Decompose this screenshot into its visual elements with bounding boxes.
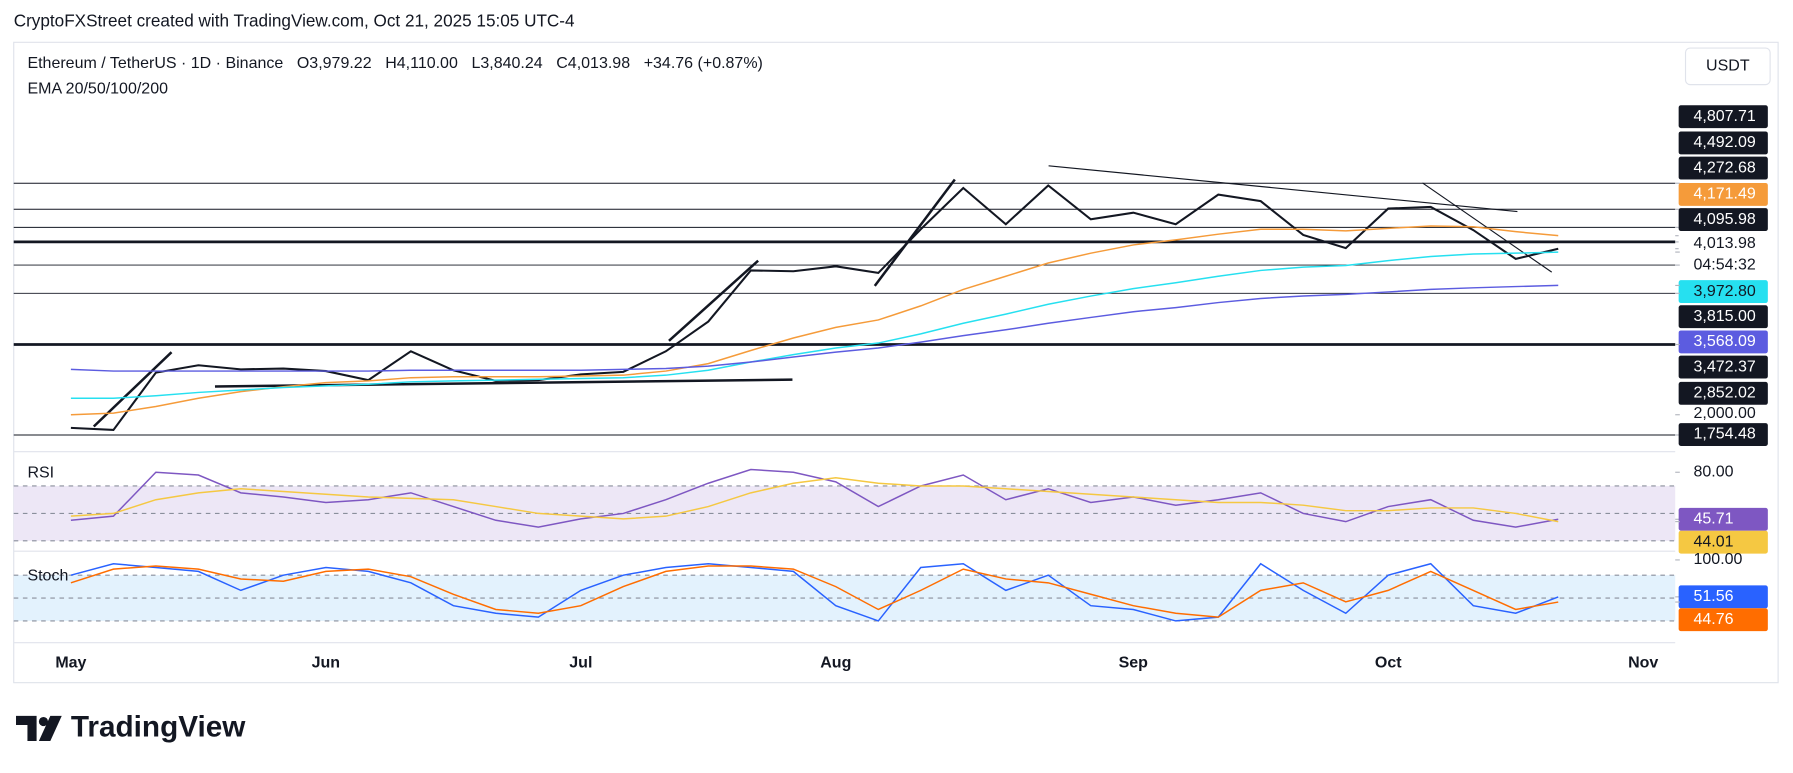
- y-tick-label: 80.00: [1694, 463, 1734, 480]
- y-tick-label: 2,000.00: [1694, 405, 1756, 422]
- price-label-box: [1678, 232, 1768, 255]
- series-line: [70, 565, 1559, 618]
- y-tick-label: 44.76: [1694, 611, 1734, 628]
- logo-mark: [38, 715, 62, 741]
- y-tick-label: 44.01: [1694, 533, 1734, 550]
- countdown: 04:54:32: [1694, 257, 1756, 274]
- y-tick-label: 45.71: [1694, 511, 1734, 528]
- x-tick-label: Nov: [1628, 654, 1658, 671]
- y-tick-label: 4,492.09: [1694, 134, 1756, 151]
- drawings: [92, 165, 1553, 428]
- change: +34.76 (+0.87%): [644, 55, 763, 72]
- price-label-box: [1678, 355, 1768, 379]
- y-tick-label: 4,013.98: [1694, 235, 1756, 252]
- y-tick-label: 3,815.00: [1694, 308, 1756, 325]
- y-tick-label: 3,472.37: [1694, 358, 1756, 375]
- logo-mark: [16, 715, 37, 741]
- trend-line: [1048, 165, 1518, 213]
- price-label-box: [1678, 507, 1768, 531]
- trend-line: [214, 378, 793, 388]
- series-line: [70, 251, 1559, 400]
- y-tick-label: 1,754.48: [1694, 426, 1756, 443]
- low: L3,840.24: [471, 55, 542, 72]
- chart-frame: [13, 41, 1779, 684]
- price-label-box: [1678, 305, 1768, 329]
- credit: CryptoFXStreet created with TradingView.…: [14, 10, 575, 30]
- y-tick-label: 3,972.80: [1694, 283, 1756, 300]
- series-line: [70, 284, 1559, 372]
- trend-line: [873, 178, 956, 287]
- price-label-box: [1678, 585, 1768, 609]
- indicator: EMA 20/50/100/200: [27, 80, 168, 97]
- logo-mark: [38, 716, 49, 727]
- y-tick-label: 100.00: [1694, 551, 1743, 568]
- series-line: [70, 225, 1559, 416]
- pane-title: RSI: [27, 465, 54, 482]
- trend-line: [668, 259, 759, 342]
- y-tick-label: 4,272.68: [1694, 159, 1756, 176]
- x-tick-label: May: [55, 654, 86, 671]
- price-label-box: [1678, 208, 1768, 231]
- price-label-box: [1678, 608, 1768, 632]
- price-label-box: [1678, 530, 1768, 554]
- symbol-name: Ethereum / TetherUS · 1D · Binance: [27, 55, 283, 72]
- x-tick-label: Jul: [569, 654, 592, 671]
- logo-text: TradingView: [71, 710, 246, 743]
- series-line: [70, 477, 1559, 523]
- x-tick-label: Sep: [1119, 654, 1149, 671]
- y-tick-label: 3,568.09: [1694, 333, 1756, 350]
- price-label-box: [1678, 280, 1768, 304]
- price-label-box: [1678, 330, 1768, 354]
- x-tick-label: Jun: [312, 654, 340, 671]
- currency[interactable]: USDT: [1706, 58, 1750, 75]
- series-line: [70, 562, 1559, 622]
- currency-button[interactable]: [1684, 47, 1771, 86]
- y-tick-label: 4,095.98: [1694, 211, 1756, 228]
- y-tick-label: 51.56: [1694, 588, 1734, 605]
- price-label-box: [1678, 156, 1768, 180]
- x-tick-label: Oct: [1375, 654, 1402, 671]
- x-tick-label: Aug: [820, 654, 851, 671]
- price-label-box: [1678, 182, 1768, 206]
- price-label-box: [1678, 105, 1768, 129]
- pane-title: Stoch: [27, 568, 68, 585]
- open: O3,979.22: [297, 55, 372, 72]
- series-line: [70, 468, 1559, 528]
- price-label-box: [1678, 381, 1768, 405]
- symbol: Ethereum / TetherUS · 1D · Binance O3,97…: [27, 55, 762, 72]
- logo: TradingView: [16, 710, 246, 743]
- y-tick-label: 4,171.49: [1694, 186, 1756, 203]
- high: H4,110.00: [385, 55, 458, 72]
- y-tick-label: 2,852.02: [1694, 385, 1756, 402]
- price-label-box: [1678, 423, 1768, 446]
- price-label-box: [1678, 131, 1768, 155]
- y-tick-label: 4,807.71: [1694, 108, 1756, 125]
- close: C4,013.98: [556, 55, 630, 72]
